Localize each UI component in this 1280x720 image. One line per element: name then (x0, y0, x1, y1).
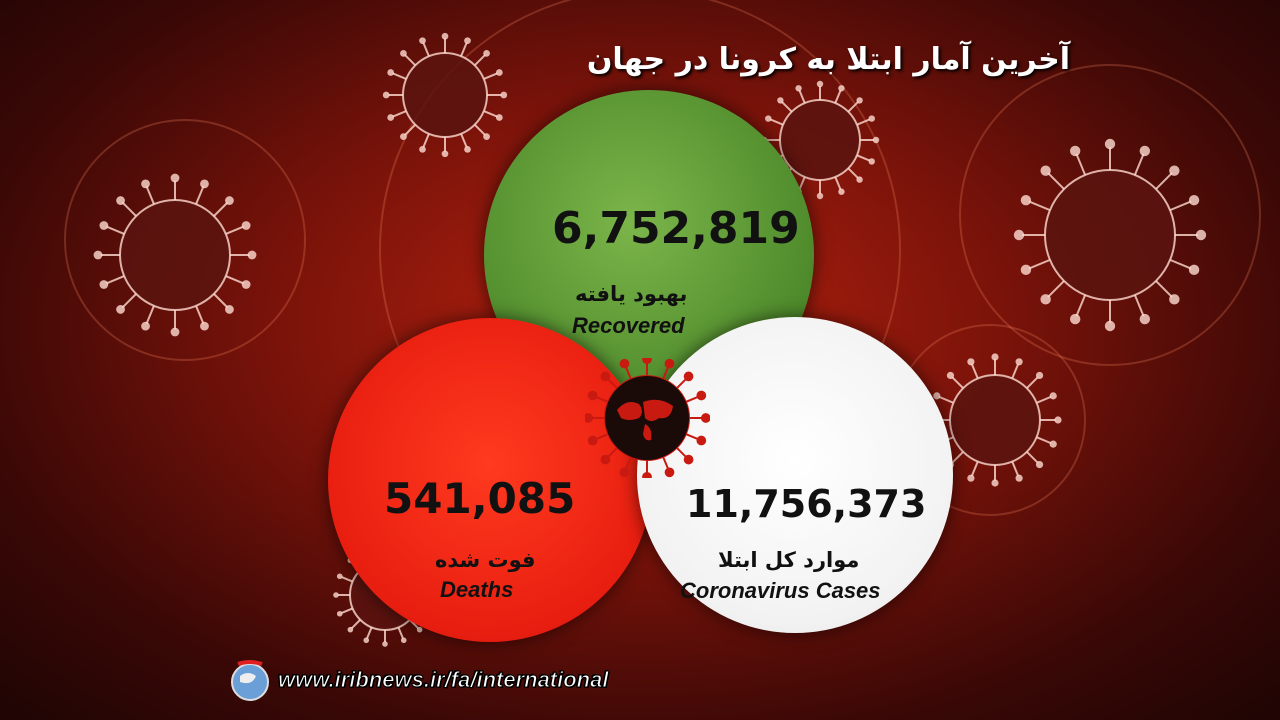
deaths-label-en: Deaths (440, 577, 514, 602)
recovered-value: 6,752,819 (552, 203, 800, 254)
page-title: آخرین آمار ابتلا به کرونا در جهان (586, 42, 1070, 77)
footer-url[interactable]: www.iribnews.ir/fa/international (277, 667, 609, 693)
cases-value: 11,756,373 (686, 482, 927, 526)
iribnews-globe-logo (231, 660, 269, 701)
cases-label-fa: موارد کل ابتلا (718, 548, 860, 572)
virus-world-map-icon (585, 358, 710, 478)
footer: www.iribnews.ir/fa/international (228, 658, 609, 702)
recovered-label-en: Recovered (572, 313, 685, 338)
cases-label-en: Coronavirus Cases (680, 578, 881, 603)
cases-circle (637, 317, 953, 633)
virus-icon (928, 353, 1062, 487)
virus-icon (93, 173, 257, 337)
deaths-label-fa: فوت شده (435, 548, 536, 572)
virus-icon (1013, 138, 1207, 332)
deaths-circle (328, 318, 652, 642)
recovered-label-fa: بهبود یافته (575, 282, 688, 306)
virus-icon (382, 32, 508, 158)
deaths-value: 541,085 (384, 474, 576, 523)
